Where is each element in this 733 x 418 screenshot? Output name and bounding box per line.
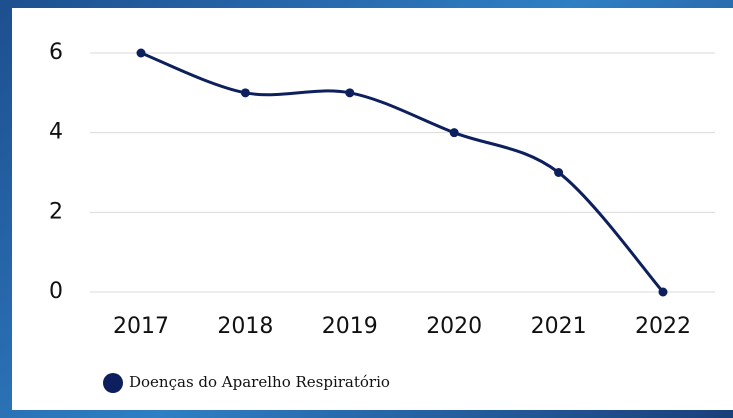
x-tick-label: 2022 xyxy=(635,314,691,339)
x-tick-label: 2021 xyxy=(531,314,587,339)
point xyxy=(658,287,668,297)
chart-panel xyxy=(12,8,733,410)
x-tick-label: 2017 xyxy=(113,314,169,339)
point xyxy=(136,48,146,58)
legend-label: Doenças do Aparelho Respiratório xyxy=(129,373,390,391)
x-tick-label: 2020 xyxy=(426,314,482,339)
y-tick-label: 4 xyxy=(49,120,63,145)
line xyxy=(140,51,665,293)
point xyxy=(240,88,250,98)
point xyxy=(449,128,459,138)
y-tick-label: 2 xyxy=(49,199,63,224)
x-tick-label: 2018 xyxy=(217,314,273,339)
point xyxy=(345,88,355,98)
x-tick-label: 2019 xyxy=(322,314,378,339)
point xyxy=(554,168,564,177)
y-tick-label: 0 xyxy=(49,279,63,304)
legend-swatch xyxy=(103,373,123,393)
y-tick-label: 6 xyxy=(49,40,63,65)
